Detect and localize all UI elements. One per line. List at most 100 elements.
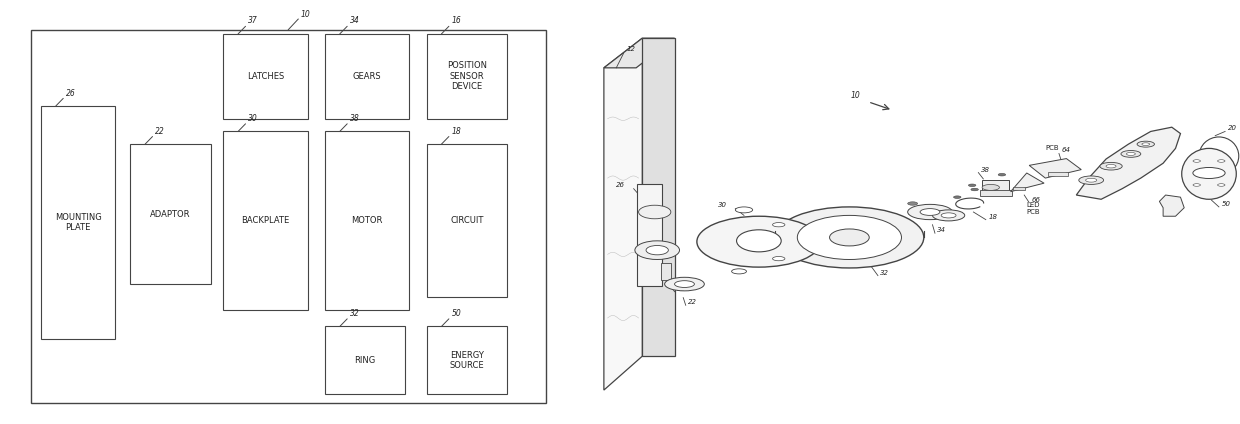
Text: 66: 66 — [1032, 197, 1040, 203]
Text: 37: 37 — [248, 17, 258, 25]
Circle shape — [998, 173, 1006, 176]
Text: BACKPLATE: BACKPLATE — [242, 216, 289, 225]
Circle shape — [932, 210, 965, 221]
Ellipse shape — [635, 241, 680, 259]
Bar — [1048, 172, 1068, 176]
Circle shape — [920, 209, 940, 215]
Text: ENERGY
SOURCE: ENERGY SOURCE — [450, 351, 484, 370]
Circle shape — [1106, 165, 1116, 168]
Text: 32: 32 — [880, 270, 889, 276]
Text: 18: 18 — [451, 127, 461, 136]
Bar — [325, 34, 409, 119]
Bar — [427, 144, 507, 297]
Text: 64: 64 — [1061, 148, 1070, 153]
Circle shape — [1218, 160, 1225, 162]
Circle shape — [1121, 151, 1141, 157]
Bar — [325, 131, 409, 310]
Circle shape — [735, 207, 753, 213]
Text: 26: 26 — [616, 182, 625, 188]
Bar — [427, 326, 507, 394]
Circle shape — [908, 204, 952, 220]
Circle shape — [971, 188, 978, 191]
Circle shape — [732, 269, 746, 274]
Bar — [427, 34, 507, 119]
Circle shape — [1142, 143, 1149, 145]
Ellipse shape — [1199, 137, 1239, 175]
Bar — [661, 263, 671, 280]
Polygon shape — [1159, 195, 1184, 216]
Text: 34: 34 — [937, 227, 946, 233]
Circle shape — [1100, 162, 1122, 170]
Text: 12: 12 — [626, 46, 635, 52]
Circle shape — [1218, 184, 1225, 186]
Ellipse shape — [1182, 148, 1236, 199]
Bar — [223, 131, 308, 310]
Bar — [982, 180, 1009, 191]
Ellipse shape — [737, 230, 781, 252]
Text: POSITION
SENSOR
DEVICE: POSITION SENSOR DEVICE — [446, 61, 487, 91]
Polygon shape — [642, 38, 675, 356]
Text: 50: 50 — [451, 309, 461, 318]
Text: MOUNTING
PLATE: MOUNTING PLATE — [55, 213, 102, 232]
Bar — [41, 106, 115, 339]
Circle shape — [1126, 152, 1136, 156]
Polygon shape — [1029, 159, 1081, 178]
Circle shape — [1079, 176, 1104, 184]
Circle shape — [968, 184, 976, 187]
Text: 34: 34 — [350, 17, 360, 25]
Text: 28: 28 — [677, 286, 686, 292]
Bar — [980, 190, 1012, 196]
Text: 30: 30 — [718, 202, 727, 208]
Polygon shape — [1011, 173, 1044, 192]
Text: 38: 38 — [350, 114, 360, 123]
Circle shape — [982, 184, 999, 190]
Circle shape — [773, 257, 785, 261]
Text: PCB: PCB — [1045, 145, 1059, 151]
Ellipse shape — [646, 245, 668, 255]
Text: 22: 22 — [155, 127, 165, 136]
Ellipse shape — [775, 207, 924, 268]
Text: CIRCUIT: CIRCUIT — [450, 216, 484, 225]
Text: GEARS: GEARS — [352, 72, 382, 81]
Circle shape — [675, 281, 694, 287]
Text: 20: 20 — [1228, 126, 1236, 131]
Text: 10: 10 — [851, 92, 861, 100]
Text: 38: 38 — [981, 167, 990, 173]
Bar — [637, 184, 662, 286]
Circle shape — [908, 202, 918, 205]
Circle shape — [665, 277, 704, 291]
Ellipse shape — [797, 215, 901, 259]
Text: RING: RING — [355, 356, 376, 365]
Text: MOTOR: MOTOR — [351, 216, 383, 225]
Circle shape — [954, 196, 961, 198]
Text: 32: 32 — [350, 309, 360, 318]
Text: 22: 22 — [688, 299, 697, 305]
Bar — [31, 30, 546, 403]
Text: LATCHES: LATCHES — [247, 72, 284, 81]
Text: ADAPTOR: ADAPTOR — [150, 209, 191, 219]
Text: 26: 26 — [66, 89, 76, 98]
Polygon shape — [604, 38, 675, 68]
Polygon shape — [1076, 127, 1180, 199]
Text: 30: 30 — [248, 114, 258, 123]
Ellipse shape — [697, 216, 821, 267]
Ellipse shape — [830, 229, 869, 246]
Text: 10: 10 — [300, 10, 310, 19]
Circle shape — [941, 213, 956, 218]
Circle shape — [1193, 160, 1200, 162]
Circle shape — [1137, 141, 1154, 147]
Circle shape — [1086, 179, 1096, 182]
Bar — [130, 144, 211, 284]
Text: 16: 16 — [451, 17, 461, 25]
Bar — [1013, 187, 1025, 190]
Circle shape — [1193, 184, 1200, 186]
Circle shape — [773, 223, 785, 227]
Ellipse shape — [639, 205, 671, 219]
Text: 50: 50 — [1221, 201, 1230, 207]
Bar — [223, 34, 308, 119]
Text: 18: 18 — [988, 214, 997, 220]
Polygon shape — [604, 38, 642, 390]
Bar — [325, 326, 405, 394]
Text: LED
PCB: LED PCB — [1027, 202, 1040, 215]
Circle shape — [1193, 167, 1225, 179]
